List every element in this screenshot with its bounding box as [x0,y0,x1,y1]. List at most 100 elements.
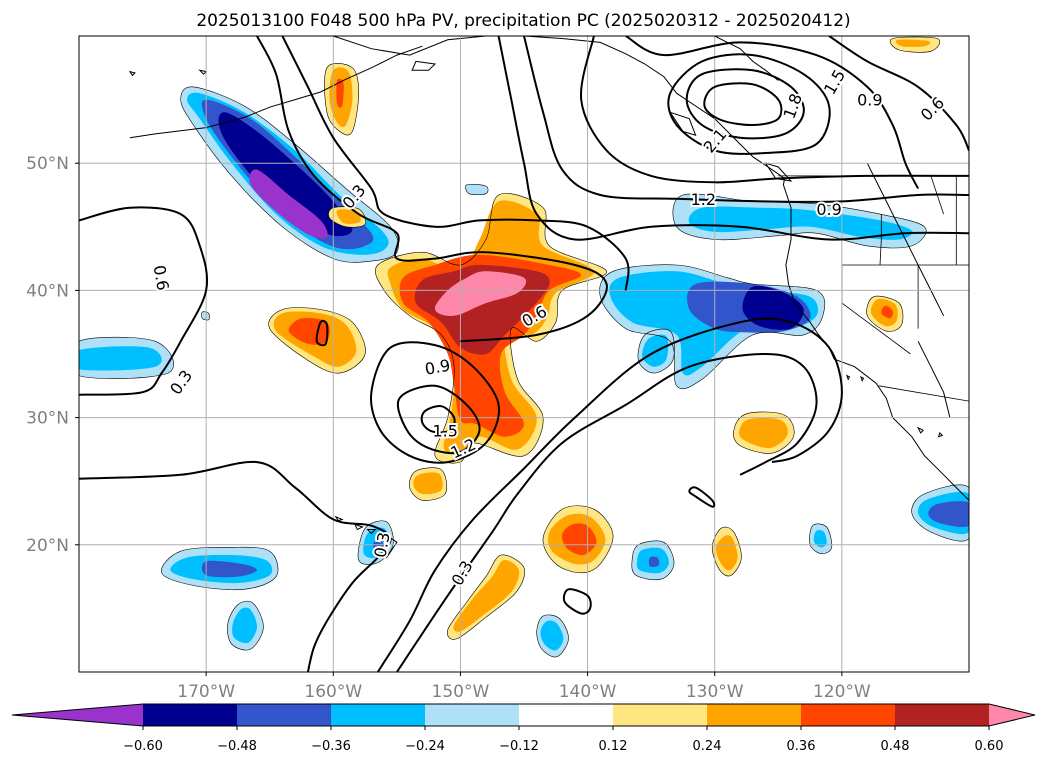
pc-fill-area [895,39,931,47]
colorbar-tick-label: 0.36 [787,739,816,754]
colorbar-segment [331,704,426,726]
colorbar-extend-high [989,704,1035,726]
colorbar-segment [519,704,614,726]
pc-fill-area [453,559,520,632]
contour-label: 1.2 [689,188,718,211]
coastlines [128,36,969,559]
pc-fill-outline [809,523,833,555]
colorbar: −0.60 −0.48 −0.36 −0.24 −0.12 0.12 0.24 0.36 0.4… [11,703,1036,754]
colorbar-tick-label: 0.24 [693,739,722,754]
lon-tick-label: 140°W [559,682,617,702]
island [366,529,377,535]
pc-fill-outline [268,307,366,374]
contour-label: 1.5 [430,419,459,442]
pc-fill-outline [201,311,210,321]
pv-contour-line [396,384,481,455]
lat-tick-label: 50°N [26,154,69,174]
colorbar-tick-label: −0.24 [405,739,445,754]
colorbar-segment [143,704,238,726]
pc-fill-outline [599,264,826,390]
pc-fill-outline [79,336,174,379]
pc-fill-area [336,78,344,108]
colorbar-tick-label: 0.60 [975,739,1004,754]
pc-fill-area [373,540,383,551]
precipitation-pc-fills [79,36,969,658]
island [937,431,944,438]
pc-fill-outline [375,193,607,464]
pc-fill-outline [911,484,969,542]
lat-tick-label: 30°N [26,409,69,429]
island [128,70,136,77]
pv-contour-line [497,36,969,241]
pc-fill-area [688,206,913,240]
political-border [879,214,882,266]
colorbar-tick-label: 0.48 [881,739,910,754]
lat-tick-label: 20°N [26,536,69,556]
pc-fill-outline [672,193,927,249]
colorbar-segment [707,704,802,726]
contour-label: 0.6 [148,262,175,294]
pc-fill-area [336,209,361,224]
pv-contour-line [685,68,805,140]
pv-contour-line [420,404,456,434]
island [764,162,793,182]
contour-label: 0.9 [855,89,884,112]
pc-fill-area [928,501,969,528]
coastline [917,341,951,418]
pv-contour-line [625,36,919,190]
pc-fill-area [413,472,443,495]
island [353,523,364,531]
pc-fill-outline [536,614,569,658]
contour-label: 0.9 [814,198,843,221]
pc-fill-outline [357,520,394,565]
colorbar-segment [237,704,332,726]
lon-tick-label: 160°W [304,682,362,702]
plot-frame [78,35,970,673]
pv-contour-line [703,82,783,127]
pc-fill-outline [637,328,675,374]
colorbar-extend-low [12,704,143,726]
colorbar-segment [613,704,708,726]
pc-fill-outline [324,63,360,136]
pv-contour-line [376,317,843,672]
pc-fill-area [465,184,489,195]
pv-contour-line [370,341,500,464]
pc-fill-outline [631,540,675,581]
pc-fill-area [715,535,738,571]
pv-contour-line [281,36,630,291]
pc-fill-outline [889,36,941,53]
colorbar-tick-label: −0.48 [217,739,257,754]
island [411,60,437,71]
pc-fill-outline [711,526,742,577]
pc-fill-outline [161,546,279,591]
pv-contour-line [562,588,592,615]
pv-contour-line [256,36,608,343]
pc-fill-area [434,271,527,317]
political-border [878,385,969,402]
pc-fill-outline [328,206,367,228]
contour-label-text: 1.2 [691,190,716,209]
pc-fill-area [79,346,162,371]
pv-contours [79,36,969,672]
pc-fill-area [232,607,258,644]
pc-fill-outline [465,183,489,196]
longitude-tick-labels: 170°W 160°W 150°W 140°W 130°W 120°W [177,672,871,702]
island [846,374,851,381]
contour-label-text: 0.9 [857,91,882,110]
latitude-tick-labels: 50°N 40°N 30°N 20°N [26,154,79,556]
pc-fill-outline [733,411,795,454]
pv-contour-line [523,36,969,203]
colorbar-segment [895,704,990,726]
pv-contour-line [667,53,831,155]
island [916,426,925,434]
pc-fill-area [201,560,258,578]
colorbar-tick-label: −0.36 [311,739,351,754]
colorbar-tick-label: −0.60 [123,739,163,754]
chart-title: 2025013100 F048 500 hPa PV, precipitatio… [196,11,850,31]
pc-fill-area [249,169,328,239]
contour-label-text: 0.6 [150,264,173,292]
pc-fill-area [739,417,788,449]
colorbar-segment [801,704,896,726]
coastline [333,36,969,501]
